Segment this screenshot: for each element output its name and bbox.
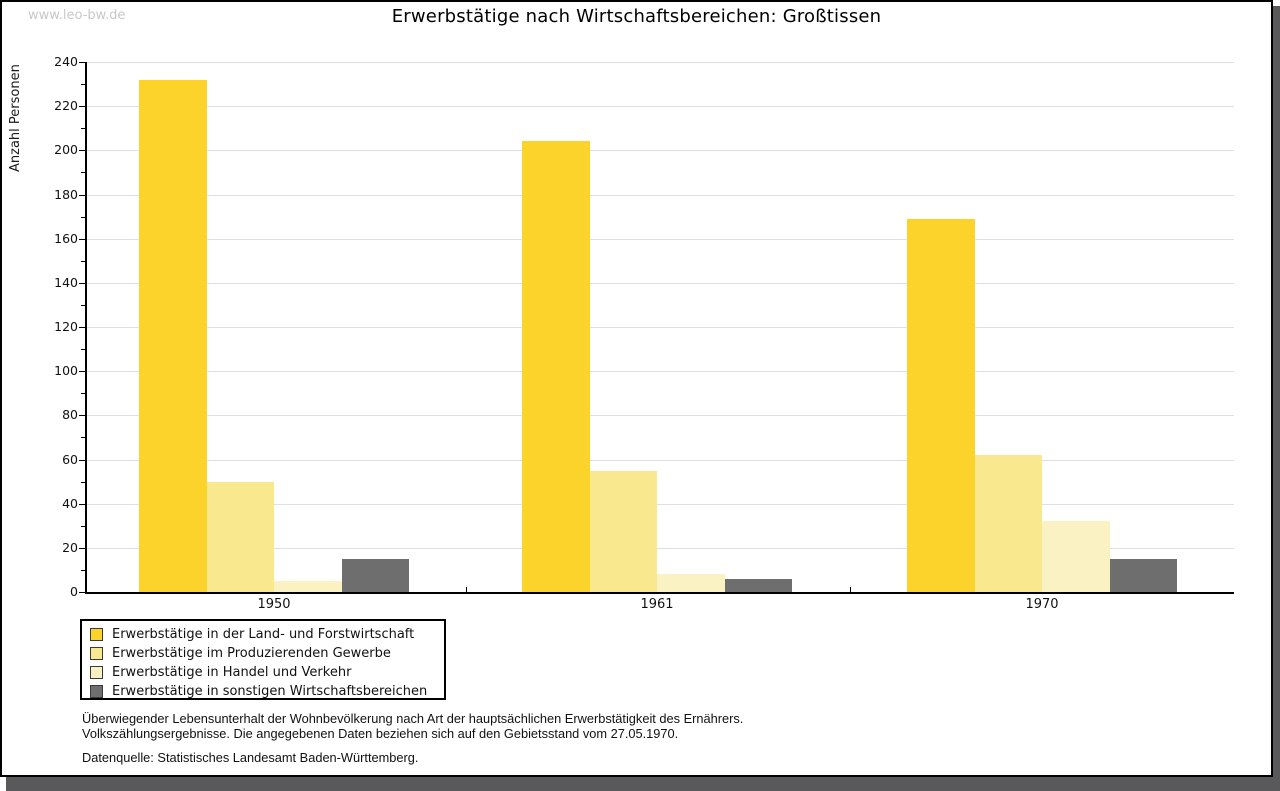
bar-1970-series-3 bbox=[1042, 521, 1110, 592]
bar-1961-series-4 bbox=[724, 579, 792, 592]
bar-1970-series-2 bbox=[974, 455, 1042, 592]
legend-item-4: Erwerbstätige in sonstigen Wirtschaftsbe… bbox=[90, 682, 444, 701]
legend-swatch-3 bbox=[90, 666, 103, 679]
bar-1950-series-4 bbox=[341, 559, 409, 592]
gridline-200 bbox=[87, 150, 1234, 152]
y-tick-220 bbox=[79, 106, 85, 108]
y-tick-label-140: 140 bbox=[54, 274, 78, 290]
y-minor-tick-150 bbox=[81, 260, 85, 262]
legend-item-3: Erwerbstätige in Handel und Verkehr bbox=[90, 663, 444, 682]
legend: Erwerbstätige in der Land- und Forstwirt… bbox=[80, 619, 446, 700]
gridline-20 bbox=[87, 547, 1234, 549]
x-boundary-tick-1 bbox=[466, 587, 467, 592]
y-minor-tick-170 bbox=[81, 216, 85, 218]
x-category-label-1950: 1950 bbox=[257, 597, 291, 612]
frame-shadow-bottom bbox=[6, 777, 1280, 791]
gridline-100 bbox=[87, 371, 1234, 373]
bar-1950-series-2 bbox=[206, 482, 274, 592]
footnote-line-2: Volkszählungsergebnisse. Die angegebenen… bbox=[82, 726, 679, 741]
y-tick-label-60: 60 bbox=[62, 451, 78, 467]
y-tick-label-220: 220 bbox=[54, 98, 78, 114]
gridline-60 bbox=[87, 459, 1234, 461]
y-tick-label-180: 180 bbox=[54, 186, 78, 202]
legend-label-2: Erwerbstätige im Produzierenden Gewerbe bbox=[112, 646, 391, 661]
y-minor-tick-90 bbox=[81, 393, 85, 395]
frame-shadow-right bbox=[1273, 6, 1280, 791]
gridline-180 bbox=[87, 194, 1234, 196]
y-tick-120 bbox=[79, 327, 85, 328]
y-tick-label-40: 40 bbox=[62, 495, 78, 511]
bar-1961-series-1 bbox=[522, 141, 590, 592]
y-minor-tick-190 bbox=[81, 172, 85, 174]
y-tick-label-80: 80 bbox=[62, 407, 78, 423]
watermark: www.leo-bw.de bbox=[28, 8, 126, 23]
y-minor-tick-70 bbox=[81, 437, 85, 439]
y-minor-tick-210 bbox=[81, 128, 85, 130]
bar-1961-series-2 bbox=[589, 471, 657, 592]
legend-swatch-4 bbox=[90, 685, 103, 698]
y-tick-0 bbox=[79, 592, 85, 593]
y-minor-tick-130 bbox=[81, 304, 85, 306]
plot-area bbox=[87, 62, 1234, 592]
bar-1950-series-1 bbox=[139, 80, 207, 592]
legend-label-1: Erwerbstätige in der Land- und Forstwirt… bbox=[112, 627, 415, 642]
legend-item-2: Erwerbstätige im Produzierenden Gewerbe bbox=[90, 644, 444, 663]
legend-swatch-2 bbox=[90, 647, 103, 660]
bar-1961-series-3 bbox=[657, 574, 725, 592]
gridline-120 bbox=[87, 327, 1234, 328]
y-minor-tick-50 bbox=[81, 481, 85, 483]
y-tick-160 bbox=[79, 238, 85, 240]
y-tick-60 bbox=[79, 459, 85, 461]
y-minor-tick-10 bbox=[81, 569, 85, 571]
bar-1970-series-4 bbox=[1109, 559, 1177, 592]
x-axis-line bbox=[85, 592, 1234, 594]
y-tick-140 bbox=[79, 282, 85, 284]
y-tick-200 bbox=[79, 150, 85, 152]
y-minor-tick-110 bbox=[81, 349, 85, 351]
legend-item-1: Erwerbstätige in der Land- und Forstwirt… bbox=[90, 625, 444, 644]
gridline-140 bbox=[87, 282, 1234, 284]
y-tick-label-200: 200 bbox=[54, 142, 78, 158]
y-tick-80 bbox=[79, 415, 85, 417]
legend-label-4: Erwerbstätige in sonstigen Wirtschaftsbe… bbox=[112, 684, 428, 699]
y-tick-100 bbox=[79, 371, 85, 373]
y-tick-20 bbox=[79, 547, 85, 549]
y-tick-label-100: 100 bbox=[54, 363, 78, 379]
footnote-line-1: Überwiegender Lebensunterhalt der Wohnbe… bbox=[82, 711, 744, 726]
y-axis-line bbox=[85, 62, 87, 594]
bar-1970-series-1 bbox=[907, 219, 975, 592]
legend-swatch-1 bbox=[90, 628, 103, 641]
y-tick-label-240: 240 bbox=[54, 54, 78, 69]
x-boundary-tick-2 bbox=[850, 587, 851, 592]
y-tick-label-20: 20 bbox=[62, 539, 78, 555]
chart-canvas: www.leo-bw.de Erwerbstätige nach Wirtsch… bbox=[0, 0, 1273, 777]
gridline-220 bbox=[87, 106, 1234, 108]
y-axis-label: Anzahl Personen bbox=[8, 64, 23, 172]
y-tick-180 bbox=[79, 194, 85, 196]
y-tick-label-160: 160 bbox=[54, 230, 78, 246]
y-minor-tick-230 bbox=[81, 84, 85, 86]
legend-label-3: Erwerbstätige in Handel und Verkehr bbox=[112, 665, 352, 680]
bar-1950-series-3 bbox=[274, 581, 342, 592]
gridline-240 bbox=[87, 62, 1234, 63]
y-tick-label-120: 120 bbox=[54, 319, 78, 334]
x-category-label-1961: 1961 bbox=[640, 597, 674, 612]
y-tick-label-0: 0 bbox=[70, 584, 78, 599]
chart-title: Erwerbstätige nach Wirtschaftsbereichen:… bbox=[391, 6, 882, 27]
y-minor-tick-30 bbox=[81, 525, 85, 527]
y-tick-40 bbox=[79, 503, 85, 505]
x-category-label-1970: 1970 bbox=[1025, 597, 1059, 612]
footnotes: Überwiegender Lebensunterhalt der Wohnbe… bbox=[82, 711, 743, 765]
data-source: Datenquelle: Statistisches Landesamt Bad… bbox=[82, 750, 419, 765]
gridline-40 bbox=[87, 503, 1234, 505]
y-tick-240 bbox=[79, 62, 85, 63]
gridline-160 bbox=[87, 238, 1234, 240]
gridline-80 bbox=[87, 415, 1234, 417]
